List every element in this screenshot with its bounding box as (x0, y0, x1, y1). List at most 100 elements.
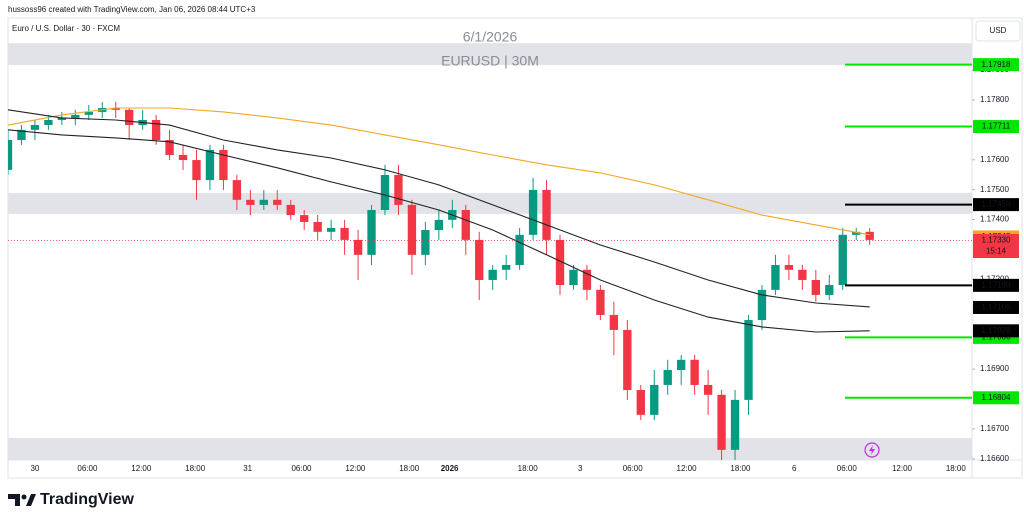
x-axis: 30 06:00 12:00 18:00 31 06:00 12:00 18:00 2026 18… (30, 464, 966, 473)
candle-body (8, 140, 13, 170)
candle-body (730, 399, 740, 450)
last-price-label: 1.17330 (982, 236, 1011, 245)
candle-body (744, 320, 753, 400)
candle-body (380, 175, 390, 210)
candle-body (421, 230, 430, 255)
price-label: 1.17028 (982, 326, 1011, 335)
x-tick-label: 06:00 (837, 464, 858, 473)
candle-body (636, 390, 645, 415)
candle-body (852, 231, 861, 235)
x-tick-label: 12:00 (892, 464, 913, 473)
zones (8, 43, 972, 460)
y-tick-label: 1.17500 (980, 185, 1009, 194)
candle-body (71, 114, 80, 118)
candle-body (340, 227, 349, 240)
level-label: 1.17918 (982, 60, 1011, 69)
candle-body (124, 109, 134, 126)
candle-body (407, 204, 417, 255)
x-tick-label: 30 (30, 464, 39, 473)
brand-logo (8, 494, 36, 506)
x-tick-label: 6 (792, 464, 797, 473)
price-label: 1.17106 (982, 303, 1011, 312)
candle-body (623, 329, 632, 391)
candle-body (44, 119, 53, 126)
candle-body (569, 269, 578, 286)
candle-body (286, 204, 295, 216)
x-tick-label: 06:00 (291, 464, 312, 473)
candle-body (677, 359, 686, 370)
level-label: 1.17711 (982, 122, 1011, 131)
level-label: 1.16804 (982, 393, 1011, 402)
candle-body (461, 209, 470, 240)
zone (8, 43, 972, 65)
candle-body (609, 314, 619, 330)
x-tick-label: 06:00 (623, 464, 644, 473)
candle-body (434, 219, 444, 231)
candle-body (30, 125, 40, 130)
candle-body (582, 269, 592, 290)
candle-body (501, 265, 511, 270)
y-tick-label: 1.16600 (980, 454, 1009, 463)
x-tick-label: 18:00 (518, 464, 539, 473)
candle-body (475, 239, 484, 280)
candle-body (717, 394, 726, 450)
candle-body (865, 231, 874, 240)
candle-body (313, 221, 322, 232)
candle-body (798, 269, 807, 280)
candle-body (353, 239, 363, 255)
candle-body (555, 239, 565, 286)
watermark-date: 6/1/2026 (463, 29, 518, 45)
level-label-box (973, 58, 1019, 72)
candle-body (528, 189, 538, 235)
candle-body (690, 359, 699, 385)
candle-body (703, 384, 713, 395)
x-tick-label: 2026 (441, 464, 459, 473)
candle-body (838, 234, 847, 286)
alert-icon (864, 442, 880, 458)
currency[interactable]: USD (990, 26, 1007, 35)
level-label-box (973, 198, 1019, 212)
plot (8, 102, 972, 460)
candle-body (394, 175, 403, 205)
y-tick-label: 1.16900 (980, 364, 1009, 373)
level-label: 1.17180 (982, 280, 1011, 289)
x-tick-label: 12:00 (131, 464, 152, 473)
x-tick-label: 18:00 (399, 464, 420, 473)
brand: TradingView (40, 491, 135, 508)
candle-body (488, 269, 497, 280)
moving-average (8, 107, 870, 236)
level-label-box (973, 120, 1019, 134)
candle-body (165, 140, 174, 155)
candle-body (178, 154, 188, 161)
price-label-box (973, 324, 1019, 338)
candle-body (326, 227, 336, 232)
moving-average (8, 129, 870, 333)
frame (7, 17, 1023, 479)
candle-body (663, 369, 672, 385)
candle-body (596, 289, 605, 315)
candle-body (84, 111, 93, 115)
candle-body (219, 149, 228, 181)
price-label-box (973, 300, 1019, 314)
x-tick-label: 18:00 (185, 464, 206, 473)
candle-body (232, 180, 242, 200)
y-tick-label: 1.16700 (980, 424, 1009, 433)
zone (8, 437, 972, 460)
candle-body (57, 117, 67, 120)
levels: 1.179181.177111.174501.171801.170061.168… (845, 58, 1019, 405)
candle-body (300, 215, 309, 222)
currency-box[interactable] (975, 20, 1021, 42)
candle-body (205, 149, 215, 181)
credit: hussoss96 created with TradingView.com, … (8, 5, 256, 14)
level-label: 1.17450 (982, 200, 1011, 209)
candle-body (151, 119, 161, 141)
candle-body (515, 234, 524, 266)
candle-body (650, 384, 659, 415)
y-tick-label: 1.17600 (980, 155, 1009, 164)
countdown: 15:14 (986, 247, 1007, 256)
x-tick-label: 31 (243, 464, 252, 473)
watermark-symbol: EURUSD | 30M (441, 53, 539, 69)
x-tick-label: 18:00 (946, 464, 967, 473)
